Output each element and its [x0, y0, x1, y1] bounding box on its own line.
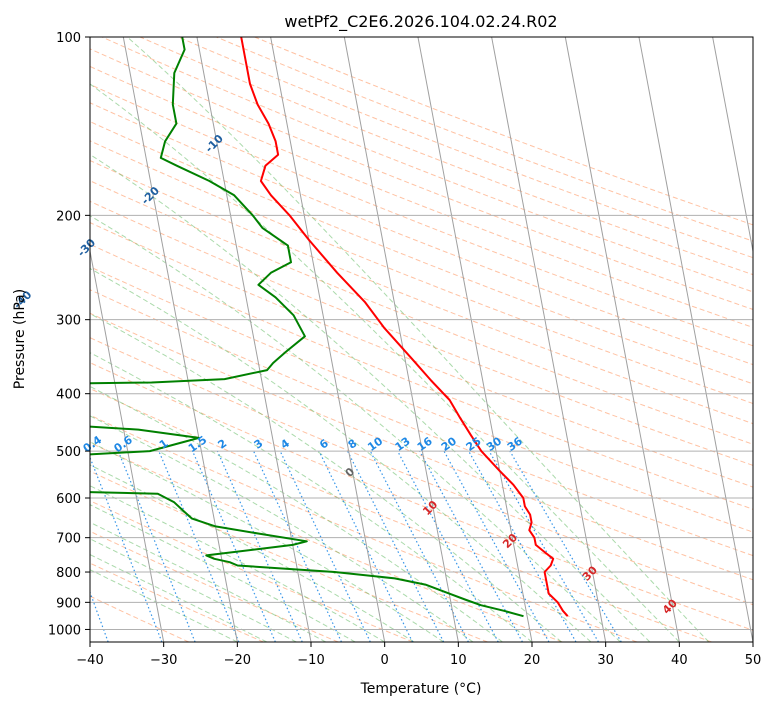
x-tick-label: 10	[450, 653, 467, 668]
moist-adiabat-line	[90, 352, 533, 642]
dry-adiabat-line	[90, 222, 753, 488]
x-tick-label: 40	[671, 653, 688, 668]
x-tick-label: −10	[297, 653, 324, 668]
isotherm-line	[491, 37, 607, 642]
isotherm-line	[564, 37, 680, 642]
y-tick-label: 500	[56, 445, 81, 460]
x-tick-label: 30	[597, 653, 614, 668]
isobars	[90, 37, 753, 630]
isotherm-line	[638, 37, 753, 642]
mixing-ratio-line	[468, 450, 577, 642]
dry-adiabat-line	[90, 140, 753, 405]
dry-adiabat-line	[90, 159, 753, 425]
mixing-ratio-line	[443, 450, 550, 642]
y-tick-label: 300	[56, 314, 81, 329]
dry-adiabat-line	[90, 442, 563, 642]
isotherms	[90, 37, 753, 642]
isotherm-line	[270, 37, 386, 642]
mixing-ratio-line	[117, 450, 196, 642]
y-tick-label: 800	[56, 566, 81, 581]
mixing-ratio-line	[0, 451, 58, 642]
x-axis: −40 −30 −20 −10 0 10 20 30 40 50	[76, 642, 761, 668]
dry-adiabat-line	[90, 530, 339, 642]
dry-adiabat-line	[90, 266, 753, 533]
mixing-ratio-line	[419, 450, 523, 642]
mixing-ratio-line	[158, 450, 240, 642]
y-tick-label: 1000	[48, 623, 81, 638]
x-tick-label: 0	[381, 653, 389, 668]
dry-adiabat-line	[90, 180, 753, 445]
moist-adiabat-line	[90, 385, 503, 642]
plot-background	[90, 37, 753, 642]
moist-adiabat-line	[90, 415, 474, 642]
temperature-profile-line	[240, 37, 569, 617]
moist-adiabat-line	[90, 215, 621, 642]
y-axis: 100 200 300 400 500 600 700 800 900 1000	[48, 31, 90, 638]
moist-adiabat-line	[90, 441, 444, 642]
dry-adiabat-line	[90, 595, 190, 642]
x-tick-label: −30	[150, 653, 177, 668]
plot-frame	[89, 36, 754, 643]
isotherm-line	[712, 37, 753, 254]
mixing-ratio-line	[397, 450, 499, 642]
mixing-ratio-line	[347, 450, 445, 642]
y-tick-label: 100	[56, 31, 81, 46]
moist-adiabat-line	[90, 267, 592, 642]
mixing-ratio-lines	[0, 450, 622, 642]
y-tick-label: 700	[56, 532, 81, 547]
y-tick-label: 900	[56, 596, 81, 611]
moist-adiabat-line	[90, 485, 385, 642]
moist-adiabat-line	[90, 464, 415, 642]
isotherm-line	[90, 248, 165, 642]
chart-title: wetPf2_C2E6.2026.104.02.24.R02	[284, 12, 557, 32]
dry-adiabat-line	[90, 414, 638, 642]
dry-adiabat-line	[90, 200, 753, 466]
dry-adiabat-line	[90, 243, 753, 510]
x-tick-label: −20	[224, 653, 251, 668]
dewpoint-profile-line	[90, 37, 524, 618]
x-axis-title: Temperature (°C)	[360, 681, 482, 697]
isotherm-line	[122, 37, 238, 642]
y-tick-label: 200	[56, 209, 81, 224]
mixing-ratio-line	[318, 450, 414, 642]
mixing-ratio-line	[192, 450, 276, 642]
dry-adiabat-line	[90, 102, 753, 366]
y-tick-label: 400	[56, 388, 81, 403]
x-tick-label: 50	[745, 653, 762, 668]
moist-adiabat-line	[90, 83, 680, 642]
x-tick-label: −40	[76, 653, 103, 668]
y-axis-title: Pressure (hPa)	[12, 289, 28, 389]
isotherm-line	[196, 37, 312, 642]
isotherm-line	[417, 37, 533, 642]
mixing-ratio-line	[216, 450, 303, 642]
moist-adiabat-line	[126, 37, 710, 642]
isotherm-line	[343, 37, 459, 642]
dry-adiabat-line	[90, 470, 488, 642]
x-tick-label: 20	[524, 653, 541, 668]
y-tick-label: 600	[56, 492, 81, 507]
moist-adiabat-line	[90, 313, 562, 642]
mixing-ratio-line	[90, 590, 109, 642]
mixing-ratio-line	[90, 456, 163, 642]
profile-series	[90, 37, 569, 618]
dry-adiabat-line	[90, 121, 753, 385]
moist-adiabat-line	[90, 504, 356, 642]
